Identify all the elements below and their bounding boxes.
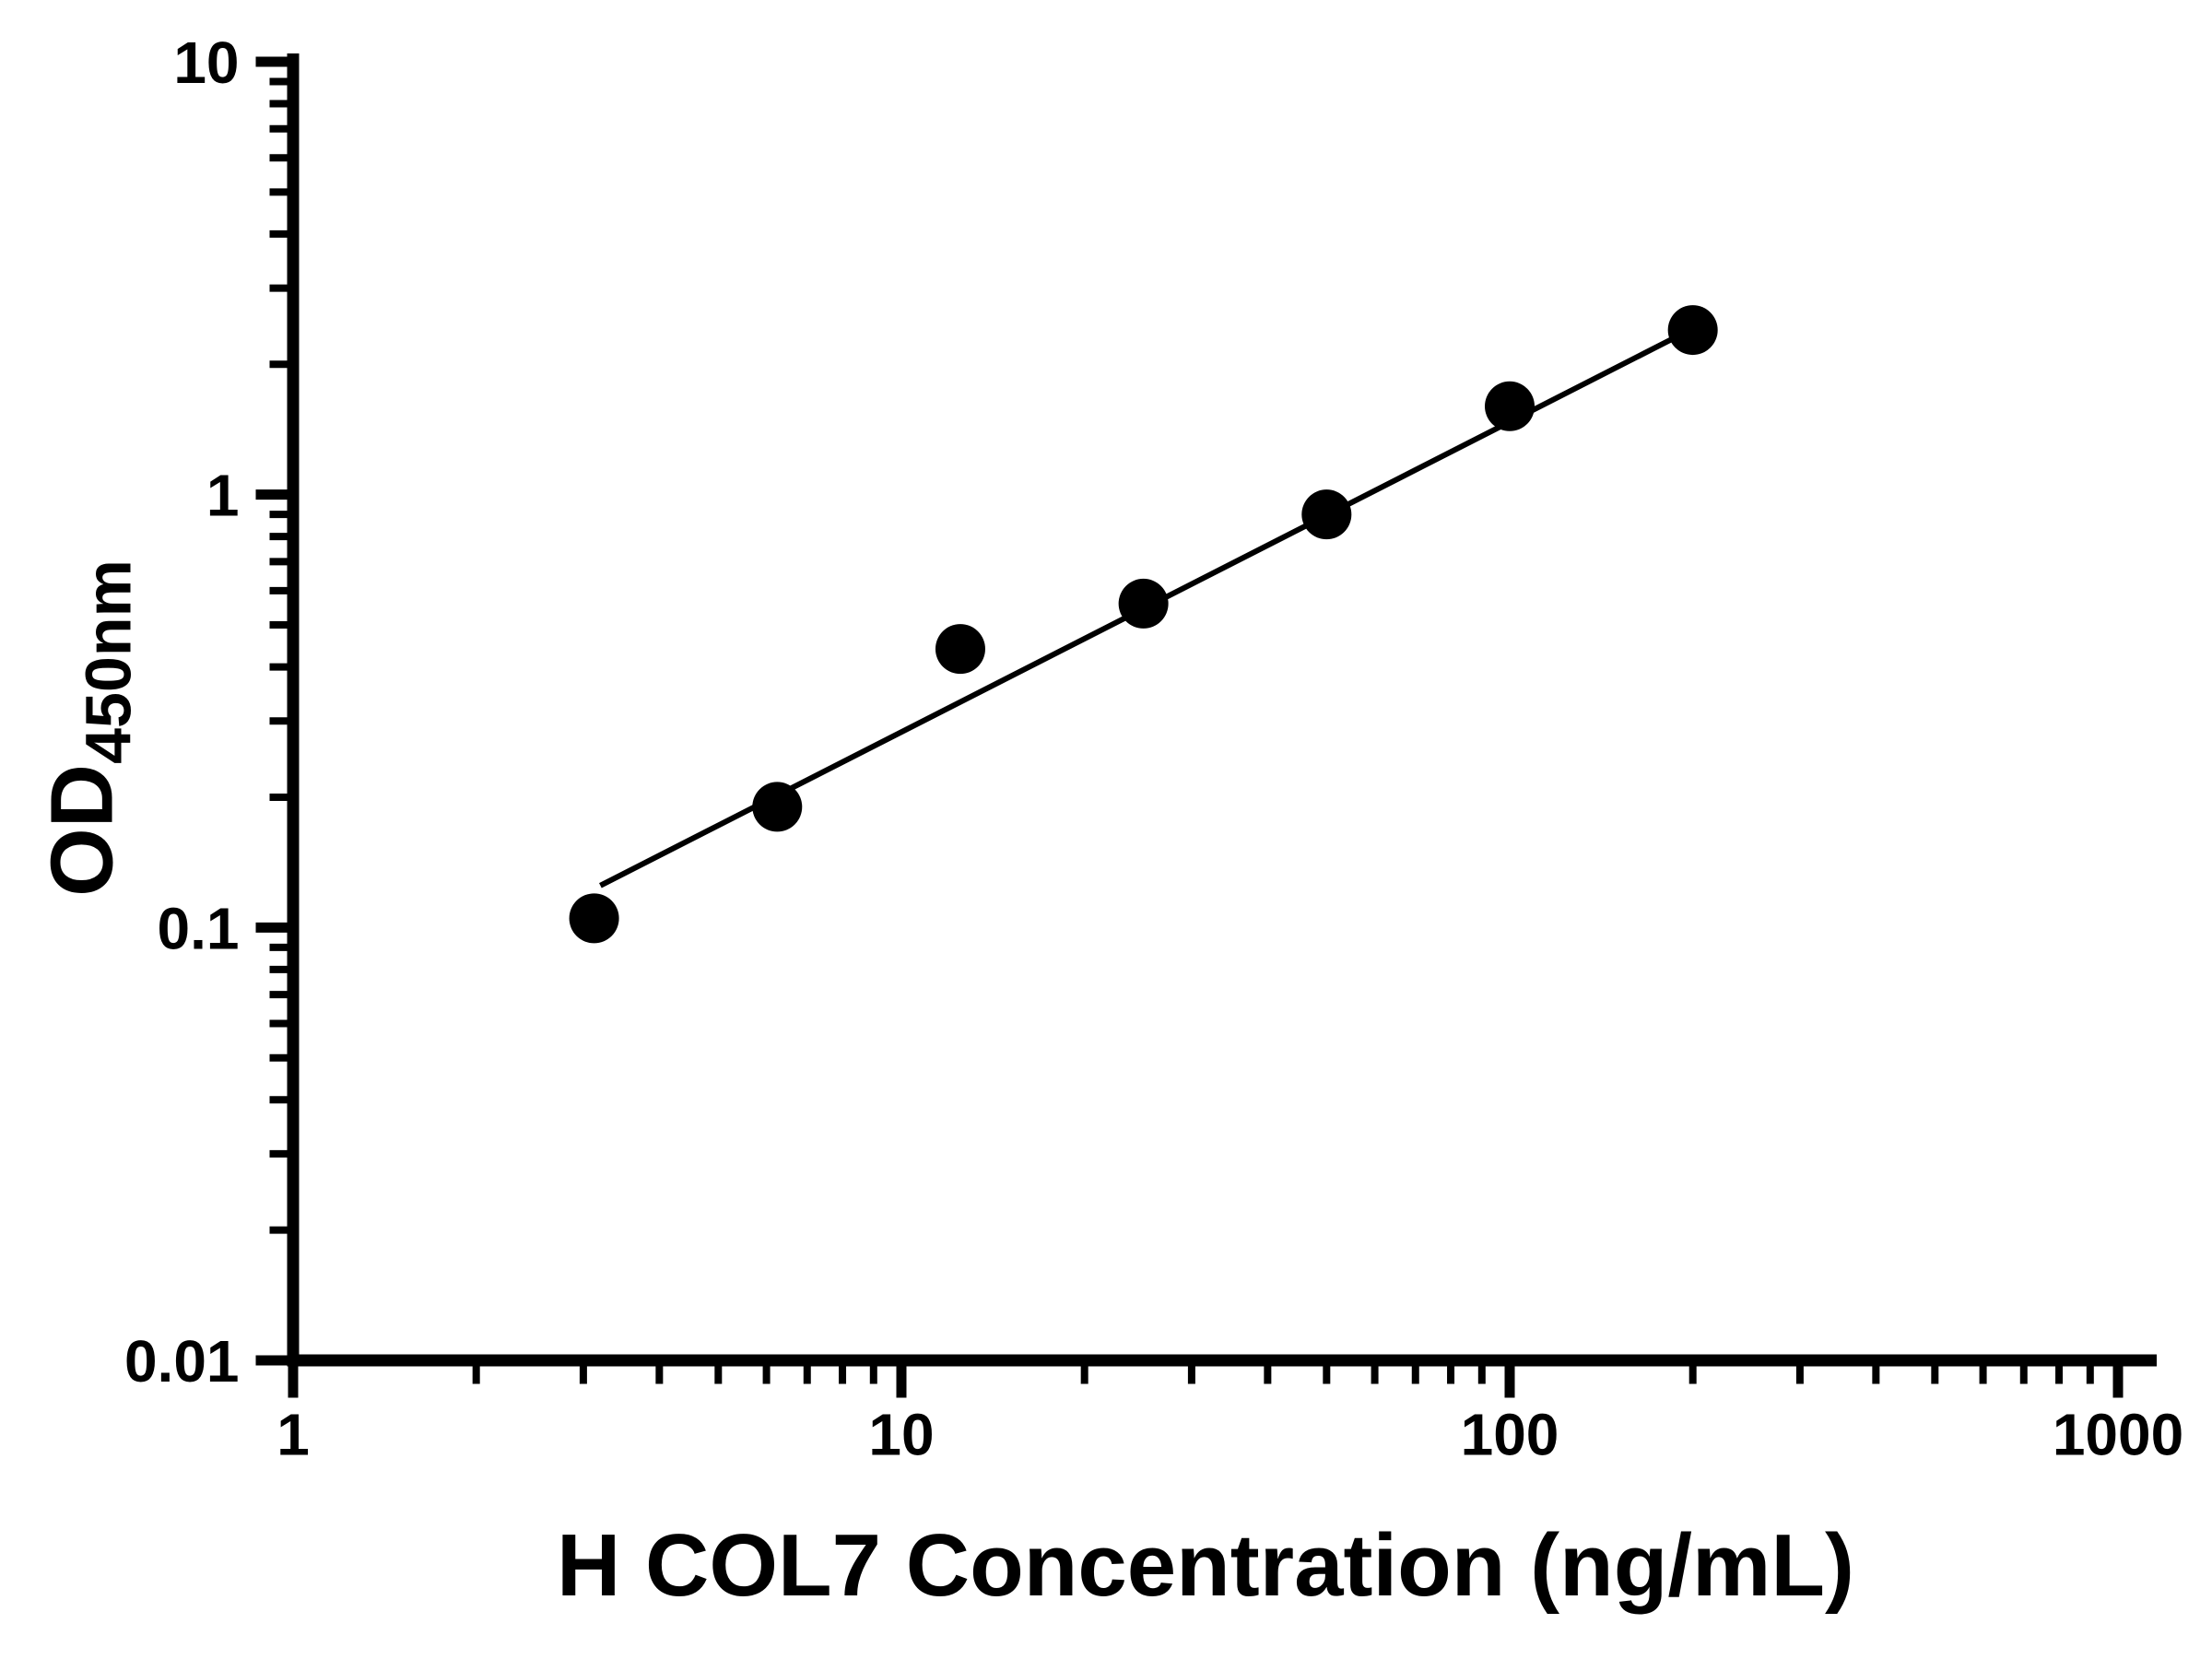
y-axis-title-subscript: 450nm [72,559,145,764]
y-tick-label: 0.01 [124,1328,240,1394]
y-tick-label: 1 [206,463,240,529]
x-tick-label: 1000 [2053,1402,2183,1468]
data-point [1118,578,1169,629]
x-axis-title: H COL7 Concentration (ng/mL) [557,1516,1854,1615]
data-point [569,893,619,944]
x-tick-label: 1 [276,1402,310,1468]
data-point [1485,381,1535,431]
x-tick-label: 100 [1461,1402,1559,1468]
y-tick-label: 10 [173,29,239,96]
data-point [935,624,985,675]
y-axis-title-main: OD [32,763,132,897]
y-axis-title: OD450nm [32,559,146,897]
data-point [1667,305,1718,356]
y-tick-label: 0.1 [158,895,240,961]
data-point [1301,489,1352,540]
axis-spine [287,53,2157,1367]
x-tick-label: 10 [868,1402,934,1468]
data-point [752,782,803,832]
